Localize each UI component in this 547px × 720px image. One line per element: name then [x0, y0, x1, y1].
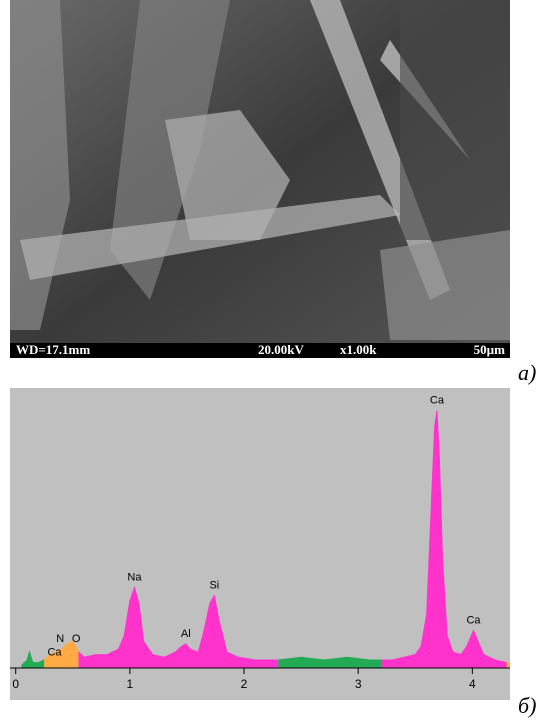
peak-label: Ca [47, 647, 62, 659]
peak-label: O [72, 633, 81, 645]
figure: WD=17.1mm 20.00kV x1.00k 50µm а) б) 0 1 2 3… [0, 0, 547, 720]
x-tick-label: 2 [241, 677, 248, 691]
micrograph: WD=17.1mm 20.00kV x1.00k 50µm а) [10, 0, 536, 385]
panel-label: а) [518, 360, 536, 385]
info-text: 20.00kV [258, 342, 304, 357]
peak-label: Al [181, 628, 191, 640]
peak-label: N [56, 633, 64, 645]
x-tick-label: 4 [469, 677, 476, 691]
peak-label: Ca [466, 614, 481, 626]
texture [400, 0, 510, 240]
peak-label: Ca [430, 395, 445, 407]
peak-label: Na [127, 572, 142, 584]
info-text: x1.00k [340, 342, 377, 357]
info-text: 50µm [474, 342, 505, 357]
peak-label: Si [209, 580, 219, 592]
x-tick-label: 0 [12, 677, 19, 691]
x-tick-label: 1 [127, 677, 134, 691]
area-fill [507, 663, 510, 668]
panel-label: б) [518, 693, 536, 718]
x-tick-label: 3 [355, 677, 362, 691]
info-text: WD=17.1mm [16, 342, 90, 357]
